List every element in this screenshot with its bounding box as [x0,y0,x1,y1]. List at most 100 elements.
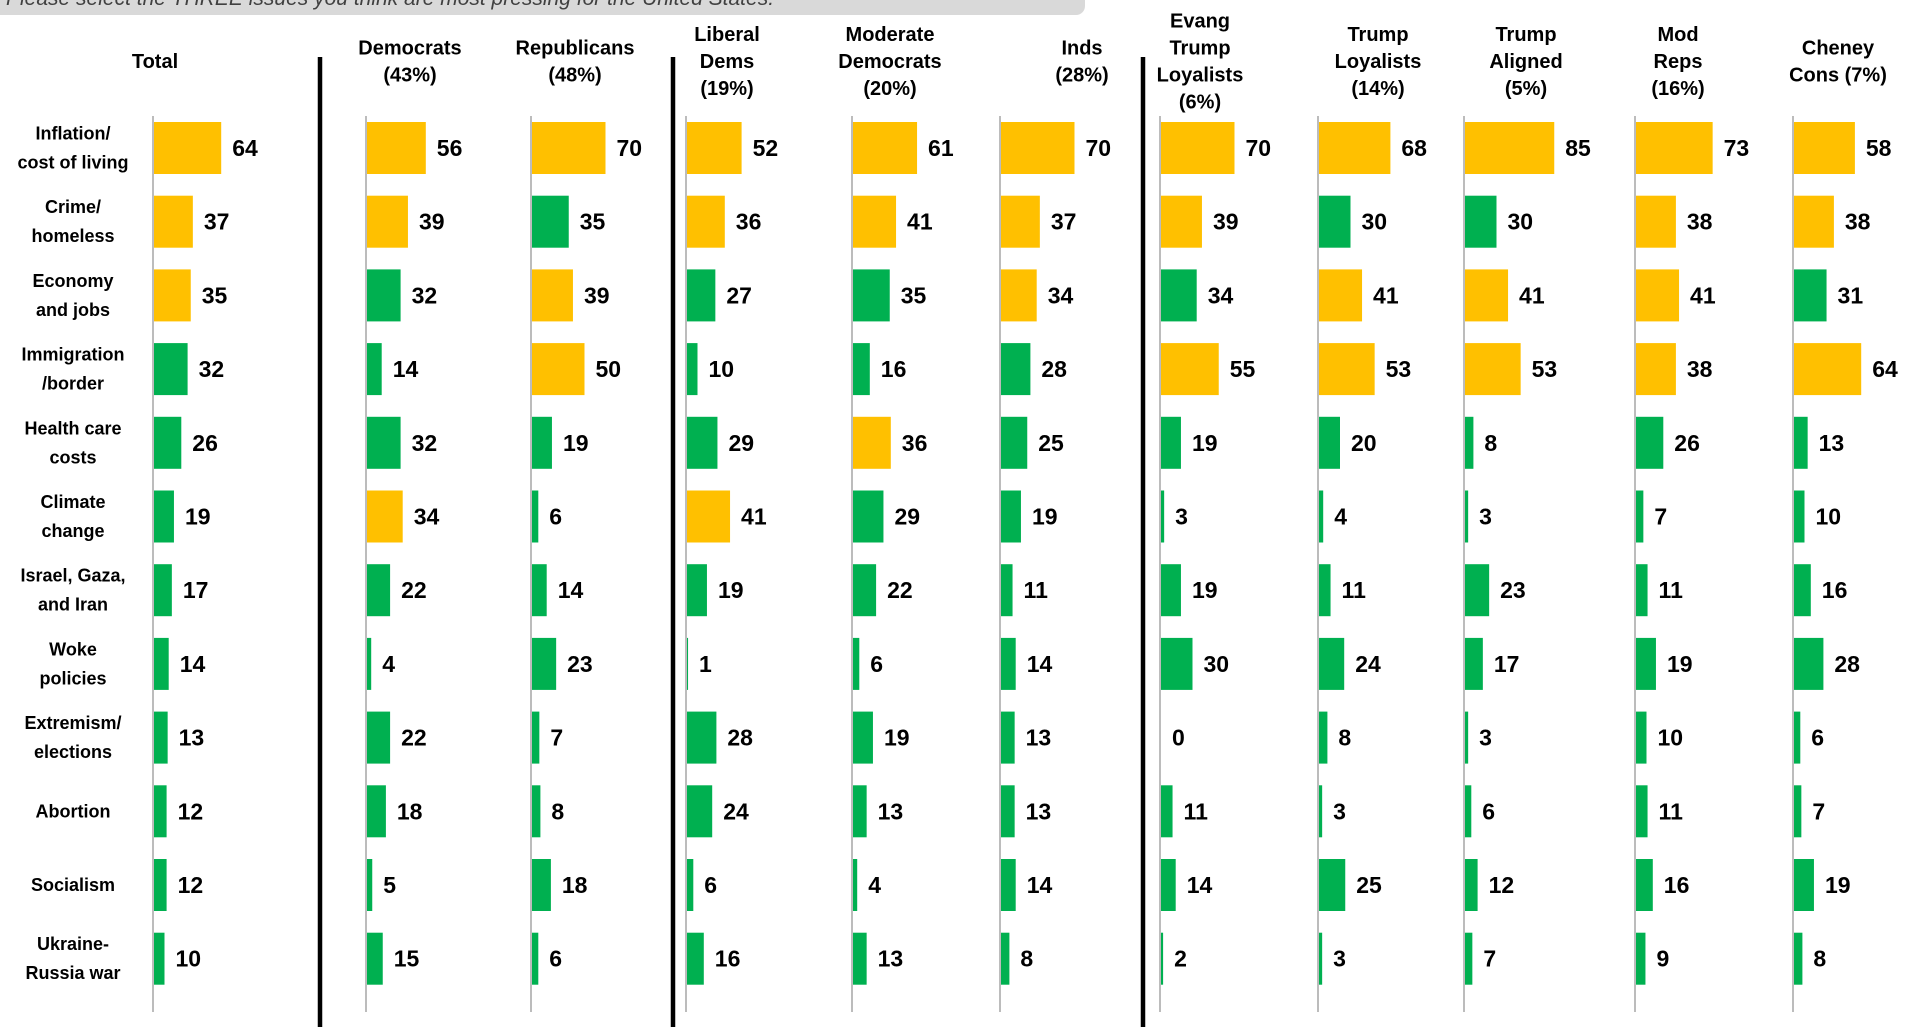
bar-moderate-democrats-20-ukraine-russia-war [853,932,867,985]
bar-inds-28-woke-policies [1001,637,1016,690]
value-evang-trump-loyalists-6-crime-homeless: 39 [1213,209,1239,235]
bar-total-ukraine-russia-war [154,932,165,985]
value-trump-aligned-5-health-care-costs: 8 [1484,430,1497,456]
value-inds-28-socialism: 14 [1027,872,1053,898]
bar-democrats-43-ukraine-russia-war [367,932,383,985]
value-moderate-democrats-20-climate-change: 29 [894,504,920,530]
value-trump-loyalists-14-climate-change: 4 [1334,504,1347,530]
bar-republicans-48-climate-change [532,490,539,543]
value-cheney-cons-7-abortion: 7 [1812,798,1825,824]
value-mod-reps-16-extremism-elections: 10 [1658,725,1684,751]
value-republicans-48-crime-homeless: 35 [580,209,606,235]
value-total-israel-gaza-and-iran: 17 [183,577,209,603]
value-democrats-43-abortion: 18 [397,798,423,824]
bar-inds-28-immigration-border [1001,343,1031,396]
value-evang-trump-loyalists-6-abortion: 11 [1184,798,1209,824]
bar-trump-aligned-5-economy-and-jobs [1465,269,1509,322]
bar-total-woke-policies [154,637,169,690]
bar-trump-aligned-5-israel-gaza-and-iran [1465,564,1490,617]
bar-moderate-democrats-20-extremism-elections [853,711,873,764]
value-total-socialism: 12 [178,872,204,898]
bar-trump-aligned-5-abortion [1465,785,1472,838]
bar-moderate-democrats-20-climate-change [853,490,884,543]
value-democrats-43-israel-gaza-and-iran: 22 [401,577,427,603]
row-label-inflation-cost-of-living: Inflation/cost of living [17,124,128,173]
value-cheney-cons-7-immigration-border: 64 [1872,356,1898,382]
value-republicans-48-immigration-border: 50 [596,356,622,382]
value-trump-loyalists-14-ukraine-russia-war: 3 [1333,946,1346,972]
value-mod-reps-16-climate-change: 7 [1654,504,1667,530]
value-liberal-dems-19-woke-policies: 1 [699,651,712,677]
value-mod-reps-16-abortion: 11 [1659,798,1684,824]
value-moderate-democrats-20-inflation-cost-of-living: 61 [928,135,954,161]
bar-moderate-democrats-20-abortion [853,785,867,838]
bar-liberal-dems-19-abortion [687,785,713,838]
bar-inds-28-climate-change [1001,490,1021,543]
value-republicans-48-climate-change: 6 [549,504,562,530]
value-moderate-democrats-20-woke-policies: 6 [870,651,883,677]
value-moderate-democrats-20-immigration-border: 16 [881,356,907,382]
bar-cheney-cons-7-ukraine-russia-war [1794,932,1803,985]
bar-liberal-dems-19-economy-and-jobs [687,269,716,322]
bar-inds-28-ukraine-russia-war [1001,932,1010,985]
bar-cheney-cons-7-crime-homeless [1794,195,1834,248]
bar-liberal-dems-19-extremism-elections [687,711,717,764]
bar-democrats-43-health-care-costs [367,416,401,469]
value-mod-reps-16-israel-gaza-and-iran: 11 [1659,577,1684,603]
value-trump-loyalists-14-abortion: 3 [1333,798,1346,824]
header-republicans-48: Republicans (48%) [516,38,635,87]
value-cheney-cons-7-ukraine-russia-war: 8 [1813,946,1826,972]
value-moderate-democrats-20-israel-gaza-and-iran: 22 [887,577,913,603]
value-republicans-48-economy-and-jobs: 39 [584,282,610,308]
row-label-economy-and-jobs: Economy and jobs [32,271,113,320]
bar-trump-aligned-5-climate-change [1465,490,1469,543]
value-evang-trump-loyalists-6-socialism: 14 [1187,872,1213,898]
row-label-health-care-costs: Health care costs [24,418,121,467]
bar-democrats-43-woke-policies [367,637,372,690]
value-mod-reps-16-crime-homeless: 38 [1687,209,1713,235]
value-inds-28-ukraine-russia-war: 8 [1020,946,1033,972]
bar-republicans-48-health-care-costs [532,416,552,469]
value-trump-loyalists-14-extremism-elections: 8 [1338,725,1351,751]
bar-total-economy-and-jobs [154,269,191,322]
bar-total-socialism [154,859,167,911]
bar-trump-loyalists-14-ukraine-russia-war [1319,932,1323,985]
bar-liberal-dems-19-inflation-cost-of-living [687,122,742,174]
value-trump-loyalists-14-israel-gaza-and-iran: 11 [1342,577,1367,603]
bar-republicans-48-economy-and-jobs [532,269,573,322]
bar-republicans-48-extremism-elections [532,711,540,764]
value-moderate-democrats-20-extremism-elections: 19 [884,725,910,751]
value-total-woke-policies: 14 [180,651,206,677]
value-trump-aligned-5-extremism-elections: 3 [1479,725,1492,751]
bar-mod-reps-16-socialism [1636,859,1653,911]
value-liberal-dems-19-immigration-border: 10 [709,356,735,382]
bar-trump-loyalists-14-crime-homeless [1319,195,1351,248]
bar-mod-reps-16-crime-homeless [1636,195,1676,248]
value-evang-trump-loyalists-6-extremism-elections: 0 [1172,725,1185,751]
value-trump-loyalists-14-woke-policies: 24 [1355,651,1381,677]
value-cheney-cons-7-inflation-cost-of-living: 58 [1866,135,1892,161]
bar-republicans-48-israel-gaza-and-iran [532,564,547,617]
bar-total-immigration-border [154,343,188,396]
value-trump-aligned-5-climate-change: 3 [1479,504,1492,530]
bar-moderate-democrats-20-socialism [853,859,858,911]
bar-trump-aligned-5-socialism [1465,859,1478,911]
value-cheney-cons-7-extremism-elections: 6 [1811,725,1824,751]
header-evang-trump-loyalists-6: Evang Trump Loyalists (6%) [1157,11,1244,114]
bar-republicans-48-woke-policies [532,637,557,690]
value-democrats-43-ukraine-russia-war: 15 [394,946,420,972]
bar-mod-reps-16-abortion [1636,785,1648,838]
row-label-woke-policies: Woke policies [39,639,106,688]
bar-mod-reps-16-woke-policies [1636,637,1656,690]
bar-trump-aligned-5-inflation-cost-of-living [1465,122,1555,174]
value-inds-28-crime-homeless: 37 [1051,209,1077,235]
bar-cheney-cons-7-extremism-elections [1794,711,1801,764]
bar-evang-trump-loyalists-6-crime-homeless [1161,195,1202,248]
bar-inds-28-crime-homeless [1001,195,1040,248]
value-trump-aligned-5-immigration-border: 53 [1532,356,1558,382]
header-mod-reps-16: Mod Reps (16%) [1651,24,1704,100]
value-republicans-48-socialism: 18 [562,872,588,898]
value-total-health-care-costs: 26 [192,430,218,456]
bar-trump-aligned-5-woke-policies [1465,637,1483,690]
header-trump-aligned-5: Trump Aligned (5%) [1489,24,1562,100]
